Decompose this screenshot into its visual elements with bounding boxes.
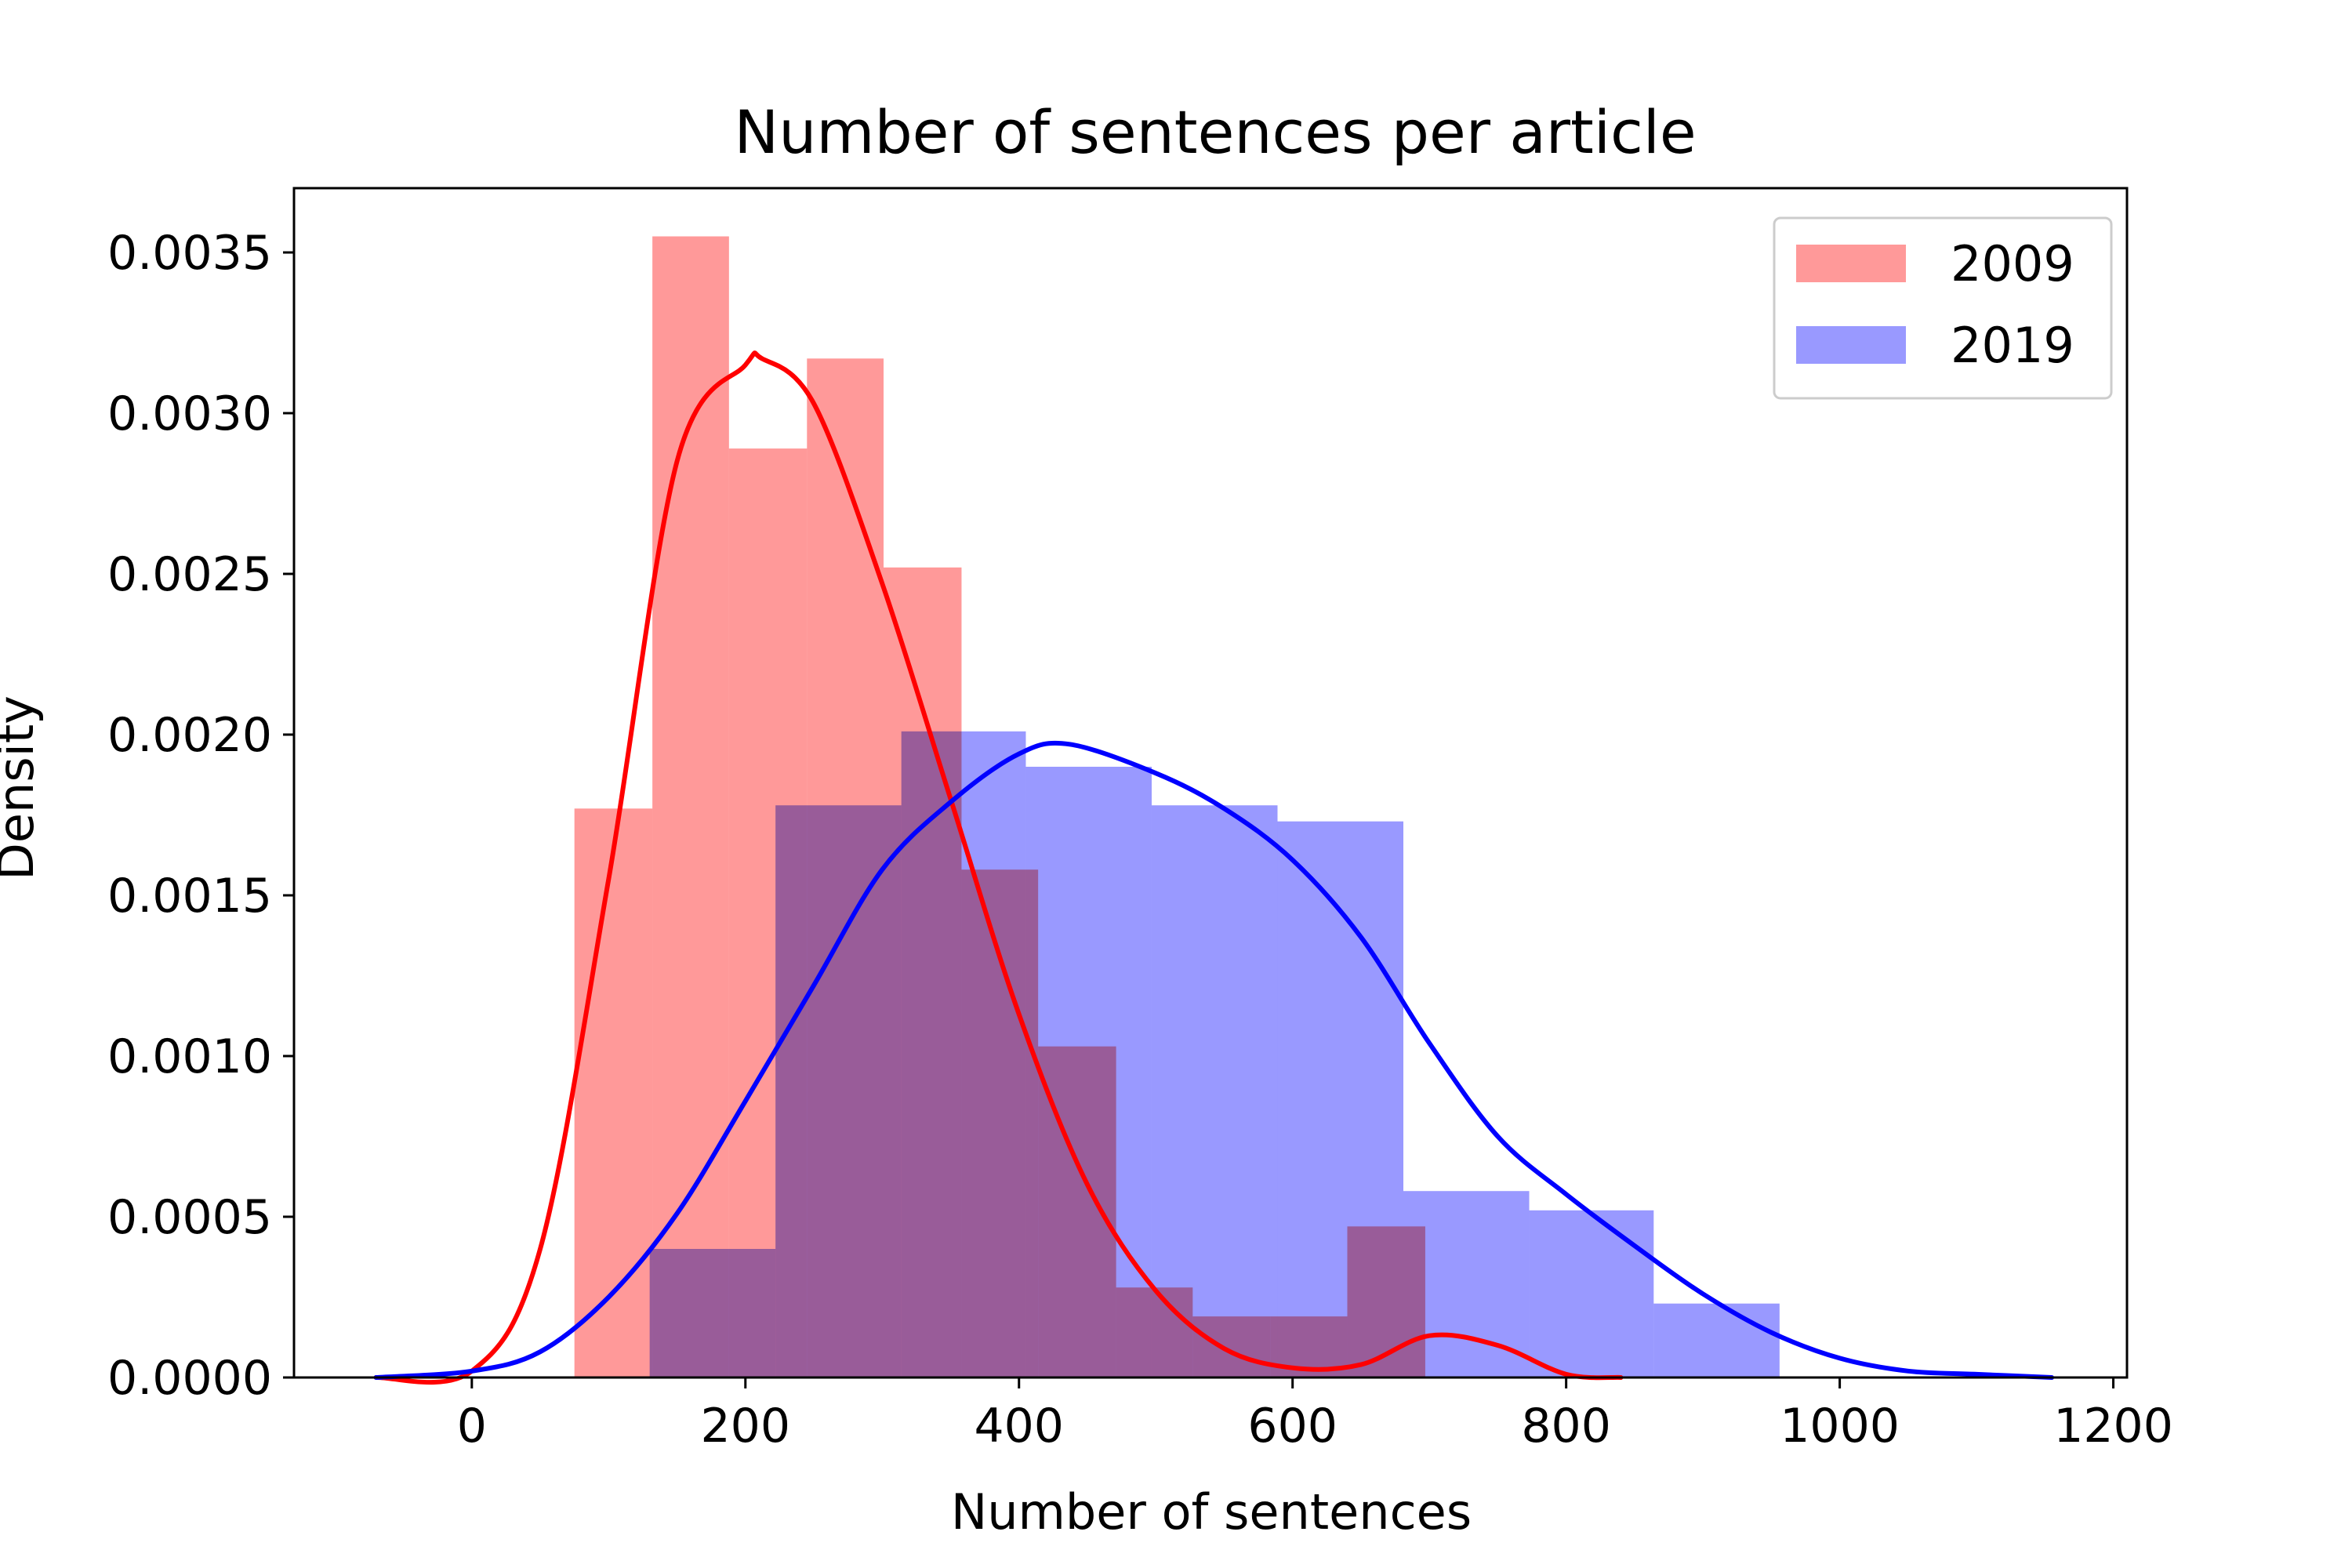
chart-title: Number of sentences per article bbox=[734, 97, 1696, 167]
hist-bar-2009-0 bbox=[574, 808, 653, 1377]
legend-swatch-2009 bbox=[1796, 245, 1906, 282]
hist-bar-2019-1 bbox=[775, 805, 902, 1377]
hist-bar-2019-0 bbox=[649, 1249, 776, 1377]
bars-layer bbox=[574, 236, 1780, 1377]
x-tick-label: 600 bbox=[1247, 1399, 1338, 1454]
y-tick-label: 0.0005 bbox=[107, 1190, 272, 1245]
hist-bar-2009-1 bbox=[652, 236, 729, 1377]
legend-label-2009: 2009 bbox=[1951, 235, 2074, 292]
y-tick-label: 0.0020 bbox=[107, 708, 272, 763]
legend: 2009 2019 bbox=[1773, 216, 2113, 400]
hist-bar-2019-8 bbox=[1653, 1303, 1780, 1377]
hist-bar-2019-5 bbox=[1277, 821, 1404, 1377]
hist-bar-2019-3 bbox=[1025, 767, 1152, 1377]
x-tick-label: 0 bbox=[457, 1399, 487, 1454]
y-axis-ticks: 0.0000 0.0005 0.0010 0.0015 0.0020 0.0025 0.00… bbox=[107, 226, 294, 1406]
kde-line-2019 bbox=[373, 740, 2055, 1380]
x-axis-ticks: 0 200 400 600 800 1000 1200 bbox=[457, 1377, 2173, 1454]
x-axis-label: Number of sentences bbox=[951, 1483, 1472, 1541]
x-tick-label: 1200 bbox=[2053, 1399, 2173, 1454]
x-tick-label: 400 bbox=[974, 1399, 1064, 1454]
hist-bar-2019-7 bbox=[1529, 1210, 1654, 1377]
y-tick-label: 0.0010 bbox=[107, 1029, 272, 1084]
kde-layer bbox=[373, 350, 2055, 1385]
y-tick-label: 0.0000 bbox=[107, 1351, 272, 1406]
y-axis-label: Density bbox=[0, 695, 45, 880]
y-tick-label: 0.0030 bbox=[107, 387, 272, 441]
kde-line-2009 bbox=[373, 350, 1624, 1385]
y-tick-label: 0.0035 bbox=[107, 226, 272, 281]
legend-swatch-2019 bbox=[1796, 326, 1906, 364]
x-tick-label: 800 bbox=[1521, 1399, 1611, 1454]
y-tick-label: 0.0025 bbox=[107, 547, 272, 602]
plot-area-frame bbox=[292, 187, 2129, 1379]
x-tick-label: 200 bbox=[701, 1399, 791, 1454]
y-tick-label: 0.0015 bbox=[107, 869, 272, 924]
legend-label-2019: 2019 bbox=[1951, 317, 2074, 374]
hist-bar-2019-6 bbox=[1403, 1191, 1530, 1377]
hist-bar-2019-4 bbox=[1151, 805, 1278, 1377]
x-tick-label: 1000 bbox=[1780, 1399, 1900, 1454]
